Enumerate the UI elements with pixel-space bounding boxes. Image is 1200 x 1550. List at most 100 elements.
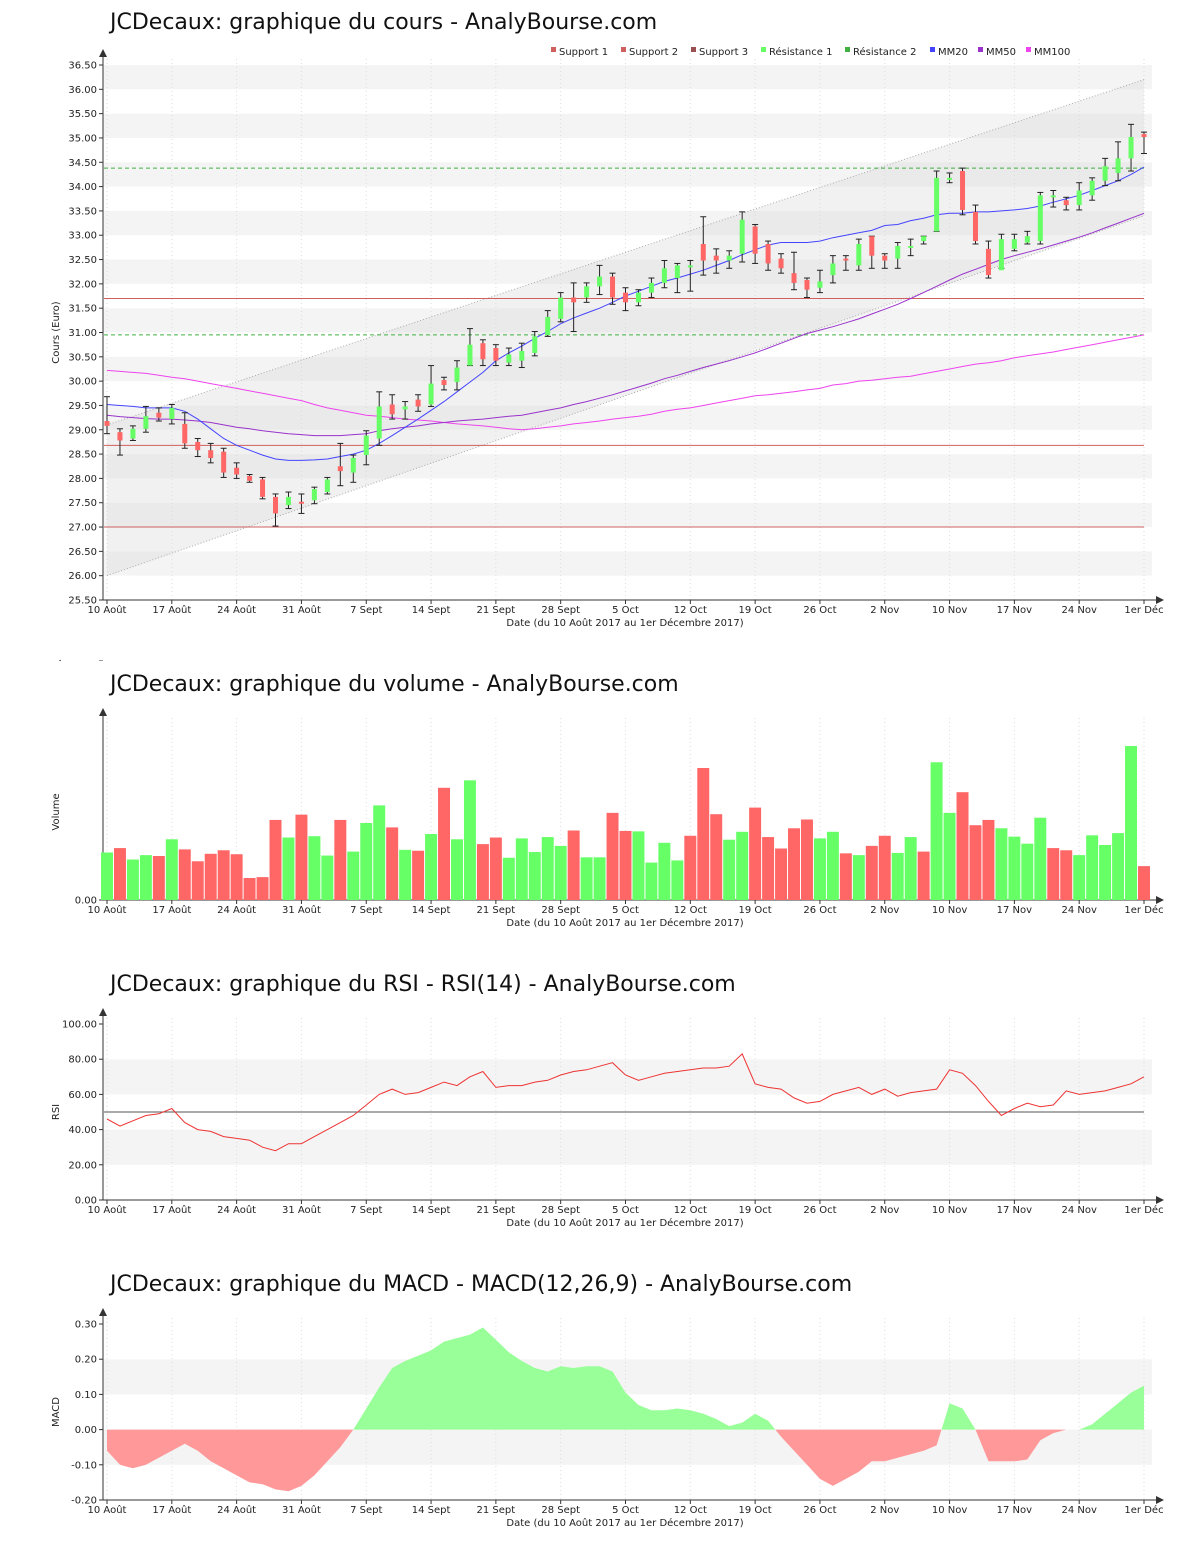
x-tick-label: 1er Déc bbox=[1124, 604, 1163, 616]
candle-body bbox=[1115, 158, 1121, 173]
y-tick-label: 25.50 bbox=[68, 596, 97, 607]
volume-bar bbox=[593, 857, 606, 900]
legend-swatch bbox=[761, 47, 766, 52]
y-tick-label: 31.00 bbox=[68, 328, 97, 339]
volume-bar bbox=[126, 859, 139, 900]
x-tick-label: 28 Sept bbox=[541, 905, 580, 916]
x-tick-label: 21 Sept bbox=[477, 905, 516, 916]
x-tick-label: 24 Nov bbox=[1061, 1205, 1097, 1216]
x-tick-label: 12 Oct bbox=[674, 1505, 707, 1516]
volume-bar bbox=[891, 852, 904, 900]
volume-bar bbox=[1086, 835, 1099, 900]
volume-bar bbox=[1034, 817, 1047, 900]
x-tick-label: 1er Déc bbox=[1124, 1504, 1163, 1516]
x-tick-label: 17 Nov bbox=[997, 1505, 1033, 1516]
macd-positive-area bbox=[353, 1327, 776, 1430]
x-tick-label: 24 Nov bbox=[1061, 605, 1097, 616]
legend-swatch bbox=[551, 47, 556, 52]
legend-swatch bbox=[930, 47, 935, 52]
volume-bar bbox=[308, 836, 321, 900]
y-tick-label: -0.20 bbox=[71, 1496, 97, 1507]
plot-band bbox=[103, 454, 1152, 479]
candle-body bbox=[908, 245, 914, 248]
volume-bar bbox=[412, 850, 425, 900]
candle-body bbox=[415, 399, 421, 407]
volume-bar bbox=[360, 823, 373, 900]
plot-band bbox=[103, 259, 1152, 284]
volume-bar bbox=[373, 805, 386, 900]
volume-bar bbox=[1112, 833, 1125, 900]
y-tick-label: -0.10 bbox=[71, 1460, 97, 1471]
volume-bar bbox=[904, 837, 917, 900]
x-tick-label: 14 Sept bbox=[412, 1205, 451, 1216]
x-tick-label: 17 Août bbox=[152, 904, 191, 916]
volume-bar bbox=[775, 848, 788, 900]
y-tick-label: 35.00 bbox=[68, 133, 97, 144]
rsi-line bbox=[106, 1053, 1145, 1152]
candle-body bbox=[856, 243, 862, 266]
x-tick-label: 24 Nov bbox=[1061, 1505, 1097, 1516]
y-axis-arrow bbox=[99, 708, 107, 716]
volume-bar bbox=[788, 828, 800, 900]
volume-bar bbox=[386, 827, 399, 900]
x-tick-label: 19 Oct bbox=[739, 905, 772, 916]
x-tick-label: 19 Oct bbox=[739, 605, 772, 616]
candle-body bbox=[273, 496, 279, 514]
volume-bar bbox=[269, 819, 282, 900]
candle-body bbox=[454, 367, 460, 383]
candle-body bbox=[804, 279, 810, 290]
x-tick-label: 31 Août bbox=[282, 904, 321, 916]
plot-band bbox=[103, 1024, 1152, 1060]
x-tick-label: 19 Oct bbox=[739, 1505, 772, 1516]
x-tick-label: 17 Août bbox=[152, 604, 191, 616]
y-tick-label: 27.50 bbox=[68, 498, 97, 509]
volume-bar bbox=[684, 835, 697, 900]
legend-label: Support 3 bbox=[699, 47, 748, 58]
legend-swatch bbox=[1026, 47, 1031, 52]
candle-body bbox=[1011, 239, 1017, 249]
macd-positive-area bbox=[941, 1403, 976, 1430]
volume-bar bbox=[567, 830, 580, 900]
x-tick-label: 7 Sept bbox=[350, 905, 382, 916]
rsi-chart: 0.00 20.00 40.00 60.00 80.00 100.00 10 Août 17 … bbox=[51, 1008, 1164, 1229]
x-tick-label: 26 Oct bbox=[803, 1505, 836, 1516]
volume-bar bbox=[762, 837, 775, 900]
y-tick-label: 36.50 bbox=[68, 61, 97, 72]
x-tick-label: 21 Sept bbox=[477, 1505, 516, 1516]
y-tick-label: 100,000.00 bbox=[40, 660, 97, 663]
x-tick-label: 17 Août bbox=[152, 1204, 191, 1216]
candle-body bbox=[661, 268, 667, 283]
candle-body bbox=[584, 286, 590, 298]
legend-swatch bbox=[691, 47, 696, 52]
candle-body bbox=[998, 239, 1004, 271]
plot-band bbox=[103, 1324, 1152, 1360]
candle-body bbox=[648, 282, 654, 293]
legend-label: MM50 bbox=[986, 47, 1016, 58]
legend-label: MM100 bbox=[1034, 47, 1070, 58]
legend-swatch bbox=[845, 47, 850, 52]
volume-bar bbox=[347, 851, 360, 900]
plot-band bbox=[103, 89, 1152, 114]
x-tick-label: 10 Août bbox=[88, 1204, 127, 1216]
volume-bar bbox=[217, 850, 230, 900]
volume-bar bbox=[982, 819, 995, 900]
channel-upper-line bbox=[106, 79, 1145, 426]
plot-band bbox=[103, 1059, 1152, 1095]
y-tick-label: 33.50 bbox=[68, 206, 97, 217]
candle-body bbox=[895, 245, 901, 259]
candle-body bbox=[532, 336, 538, 353]
legend-label: Support 2 bbox=[629, 47, 678, 58]
candle-body bbox=[985, 248, 991, 276]
mm50-line bbox=[106, 212, 1145, 437]
x-axis-title: Date (du 10 Août 2017 au 1er Décembre 20… bbox=[506, 917, 743, 929]
y-tick-label: 50,000.00 bbox=[46, 660, 97, 663]
candle-body bbox=[921, 236, 927, 242]
plot-band bbox=[103, 551, 1152, 576]
candle-body bbox=[713, 255, 719, 261]
candle-body bbox=[195, 441, 201, 451]
x-axis-title: Date (du 10 Août 2017 au 1er Décembre 20… bbox=[506, 1217, 743, 1229]
y-tick-label: 31.50 bbox=[68, 304, 97, 315]
x-tick-label: 1er Déc bbox=[1124, 904, 1163, 916]
volume-bar bbox=[295, 814, 308, 900]
x-tick-label: 12 Oct bbox=[674, 1205, 707, 1216]
